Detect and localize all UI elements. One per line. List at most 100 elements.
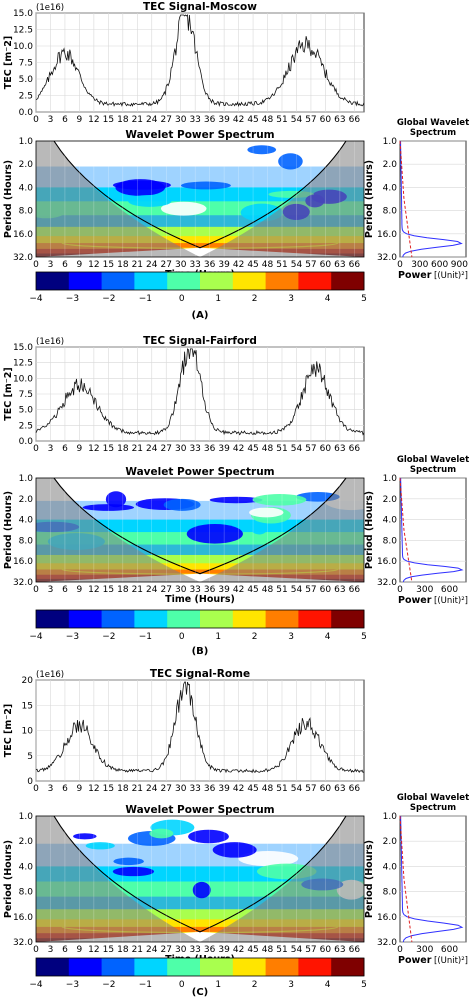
gws-significance-line [399,477,413,583]
tec-x-tick-label: 24 [146,115,158,125]
time-tick-label: 0 [33,585,39,595]
time-tick-label: 57 [305,945,316,955]
gws-period-tick: 2.0 [383,495,398,505]
colorbar-tick-label: −1 [139,980,152,990]
period-axis-label: Period (Hours) [3,840,14,918]
tec-y-tick-label: 0.0 [19,108,34,118]
tec-y-tick-label: 5.0 [19,406,34,416]
tec-x-tick-label: 39 [218,115,230,125]
tec-y-tick-label: 0.0 [19,437,34,447]
wavelet-title: Wavelet Power Spectrum [125,129,274,141]
colorbar-tick-label: 3 [288,294,294,304]
period-tick-label: 32.0 [13,253,33,263]
tec-x-tick-label: 66 [349,115,361,125]
period-tick-label: 2.0 [19,160,34,170]
gws-period-tick: 1.0 [383,137,398,147]
colorbar-cell [167,610,201,628]
gws-period-tick: 1.0 [383,812,398,822]
tec-y-label: TEC [m⁻2] [3,367,14,420]
time-tick-label: 33 [189,260,200,270]
gws-frame [399,477,467,583]
time-tick-label: 12 [88,945,99,955]
time-tick-label: 42 [233,260,244,270]
time-tick-label: 9 [77,585,83,595]
colorbar-tick-label: 3 [288,632,294,642]
period-tick-label: 1.0 [19,474,34,484]
time-tick-label: 30 [175,260,187,270]
time-tick-label: 48 [262,945,274,955]
gws-title-line2: Spectrum [410,465,456,475]
tec-x-tick-label: 3 [48,115,54,125]
gws-period-tick: 8.0 [383,207,398,217]
gws-significance-line [399,140,413,258]
time-tick-label: 18 [117,585,129,595]
tec-x-tick-label: 57 [305,784,316,794]
tec-x-tick-label: 48 [262,115,274,125]
colorbar-cell [68,958,103,976]
panel-3: 0 3 6 9 12 15 18 21 24 27 30 33 36 39 42 45 48 51 54 57 60 63… [3,668,469,997]
gws-power-label: Power [398,955,432,966]
time-tick-label: 0 [33,260,39,270]
colorbar-cell [134,272,168,290]
colorbar-tick-label: 1 [215,632,221,642]
time-tick-label: 66 [349,260,361,270]
time-tick-label: 36 [204,945,216,955]
colorbar-cell [232,958,267,976]
tec-series-line [35,14,365,107]
tec-y-tick-label: 10 [22,727,34,737]
tec-x-tick-label: 45 [247,115,258,125]
tec-x-tick-label: 21 [132,115,143,125]
colorbar: −4 −3 −2 −1 0 1 2 3 4 5 [29,271,367,304]
tec-x-tick-label: 51 [276,444,287,454]
period-tick-label: 32.0 [13,578,33,588]
time-tick-label: 45 [247,260,258,270]
gws-power-tick: 0 [397,945,403,955]
tec-y-tick-label: 10.0 [13,42,33,52]
colorbar-cell [134,958,168,976]
tec-x-tick-label: 3 [48,784,54,794]
tec-x-tick-label: 60 [320,115,332,125]
gws-period-tick: 16.0 [377,230,397,240]
wavelet-title: Wavelet Power Spectrum [125,466,274,478]
colorbar-tick-label: 4 [325,294,331,304]
period-tick-label: 32.0 [13,938,33,948]
period-tick-label: 16.0 [13,230,33,240]
time-tick-label: 15 [103,585,114,595]
colorbar-cell [265,610,299,628]
time-tick-label: 24 [146,260,158,270]
tec-y-tick-label: 5 [27,752,33,762]
tec-x-tick-label: 42 [233,115,244,125]
tec-x-tick-label: 51 [276,115,287,125]
tec-offset-text: (1e16) [36,337,64,347]
period-axis-label: Period (Hours) [3,160,14,238]
time-tick-label: 18 [117,260,129,270]
wavelet-frame [35,140,365,258]
tec-y-tick-label: 12.5 [13,359,33,369]
gws-power-tick: 0 [397,585,403,595]
tec-series-line [35,348,365,436]
time-tick-label: 51 [276,260,287,270]
tec-x-tick-label: 36 [204,444,216,454]
wavelet-blob [188,829,229,844]
gws-power-tick: 300 [411,260,428,270]
tec-x-tick-label: 45 [247,444,258,454]
colorbar-cell [101,272,135,290]
colorbar-cell [265,272,299,290]
tec-x-tick-label: 6 [62,784,68,794]
gws-period-tick: 4.0 [383,516,398,526]
gws-power-tick: 900 [451,260,468,270]
time-tick-label: 24 [146,585,158,595]
colorbar-tick-label: 2 [252,980,258,990]
tec-y-tick-label: 15 [22,701,33,711]
colorbar-tick-label: −3 [66,632,79,642]
tec-x-tick-label: 15 [103,115,114,125]
wavelet-blob [238,851,299,867]
wavelet-blob [180,181,231,190]
tec-offset-text: (1e16) [36,3,64,13]
panel-1: 0 3 6 9 12 15 18 21 24 27 30 33 36 39 42 45 48 51 54 57 60 63… [3,1,469,321]
tec-y-tick-label: 7.5 [19,390,33,400]
period-tick-label: 2.0 [19,495,34,505]
colorbar-cell [265,958,299,976]
global-wavelet-spectrum: 1.0 2.0 4.0 8.0 16.0 32.00 300 600 Global Wavele… [364,793,469,966]
wavelet-blob [247,145,277,155]
